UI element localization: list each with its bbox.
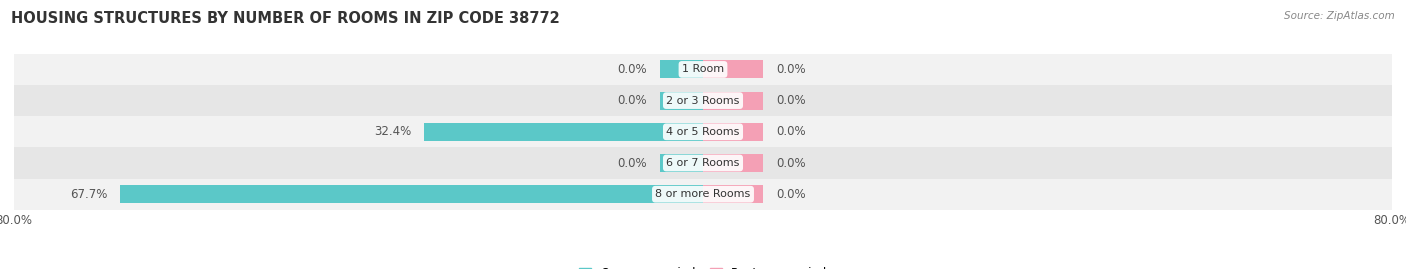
Bar: [703, 60, 763, 79]
Text: 6 or 7 Rooms: 6 or 7 Rooms: [666, 158, 740, 168]
Bar: [703, 154, 763, 172]
Text: 32.4%: 32.4%: [374, 125, 411, 138]
Text: 0.0%: 0.0%: [617, 157, 647, 169]
Bar: [703, 91, 763, 110]
Text: 0.0%: 0.0%: [776, 157, 806, 169]
Text: 0.0%: 0.0%: [776, 94, 806, 107]
Bar: [14, 179, 1392, 210]
Bar: [703, 185, 763, 203]
Bar: [14, 116, 1392, 147]
Bar: [703, 123, 763, 141]
Text: 0.0%: 0.0%: [776, 188, 806, 201]
Text: 0.0%: 0.0%: [617, 94, 647, 107]
Text: 0.0%: 0.0%: [776, 63, 806, 76]
Text: 0.0%: 0.0%: [617, 63, 647, 76]
Text: 0.0%: 0.0%: [776, 125, 806, 138]
Text: Source: ZipAtlas.com: Source: ZipAtlas.com: [1284, 11, 1395, 21]
Bar: [14, 54, 1392, 85]
Text: 67.7%: 67.7%: [70, 188, 107, 201]
Bar: [14, 147, 1392, 179]
Text: 1 Room: 1 Room: [682, 64, 724, 75]
Text: HOUSING STRUCTURES BY NUMBER OF ROOMS IN ZIP CODE 38772: HOUSING STRUCTURES BY NUMBER OF ROOMS IN…: [11, 11, 560, 26]
Text: 2 or 3 Rooms: 2 or 3 Rooms: [666, 95, 740, 106]
Text: 8 or more Rooms: 8 or more Rooms: [655, 189, 751, 199]
Bar: [659, 60, 703, 79]
Legend: Owner-occupied, Renter-occupied: Owner-occupied, Renter-occupied: [574, 263, 832, 269]
Bar: [659, 154, 703, 172]
Bar: [14, 85, 1392, 116]
Bar: [659, 91, 703, 110]
Text: 4 or 5 Rooms: 4 or 5 Rooms: [666, 127, 740, 137]
Bar: [120, 185, 703, 203]
Bar: [425, 123, 703, 141]
